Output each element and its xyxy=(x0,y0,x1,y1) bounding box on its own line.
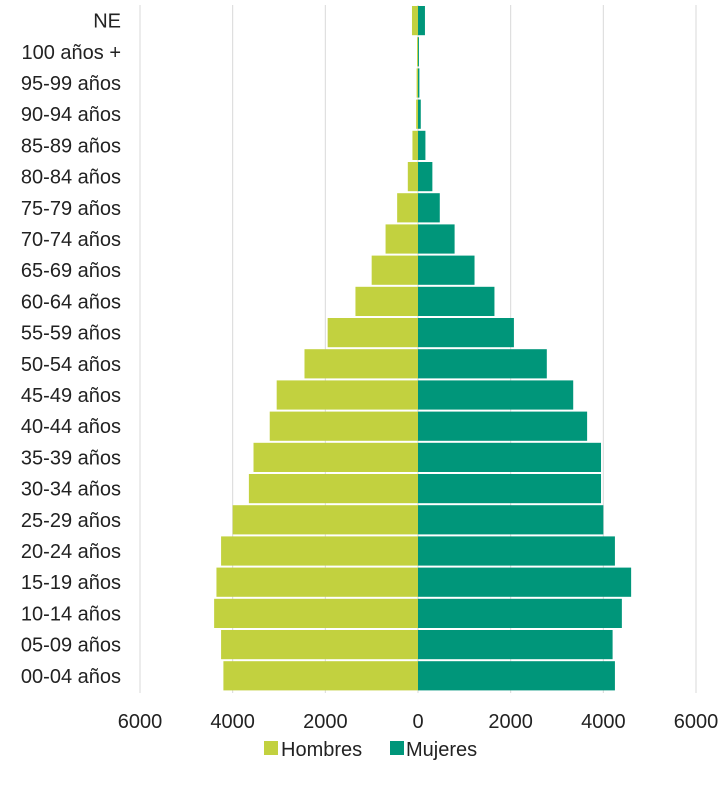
age-label: 70-74 años xyxy=(21,229,121,251)
age-label: 75-79 años xyxy=(21,198,121,220)
age-label: 95-99 años xyxy=(21,73,121,95)
x-tick-label: 6000 xyxy=(118,711,163,733)
bar-mujeres-85-89 años xyxy=(418,130,426,160)
age-label: 15-19 años xyxy=(21,572,121,594)
bar-mujeres-60-64 años xyxy=(418,286,495,316)
x-tick-label: 4000 xyxy=(581,711,626,733)
bar-hombres-NE xyxy=(411,6,418,36)
x-tick-labels: 6000 4000 2000 0 2000 4000 6000 xyxy=(118,711,719,733)
age-label: 85-89 años xyxy=(21,135,121,157)
x-tick-label: 6000 xyxy=(674,711,719,733)
bar-mujeres-100 años + xyxy=(418,37,419,67)
age-label: 80-84 años xyxy=(21,167,121,189)
bar-mujeres-NE xyxy=(418,6,425,36)
bar-hombres-65-69 años xyxy=(371,255,418,285)
legend: Hombres Mujeres xyxy=(264,739,477,761)
bar-hombres-45-49 años xyxy=(276,380,418,410)
bar-hombres-05-09 años xyxy=(221,630,418,660)
bar-mujeres-30-34 años xyxy=(418,474,602,504)
bar-hombres-55-59 años xyxy=(327,318,418,348)
age-label: 35-39 años xyxy=(21,447,121,469)
bar-hombres-85-89 años xyxy=(412,130,418,160)
bar-hombres-35-39 años xyxy=(253,442,418,472)
age-label: 20-24 años xyxy=(21,541,121,563)
bar-hombres-30-34 años xyxy=(248,474,418,504)
age-label: 25-29 años xyxy=(21,510,121,532)
age-label: 10-14 años xyxy=(21,603,121,625)
bar-hombres-95-99 años xyxy=(416,68,418,98)
age-label: 90-94 años xyxy=(21,104,121,126)
bar-mujeres-15-19 años xyxy=(418,567,632,597)
bar-mujeres-10-14 años xyxy=(418,598,622,628)
age-label: 100 años + xyxy=(21,42,121,64)
bar-mujeres-90-94 años xyxy=(418,99,421,129)
x-tick-label: 0 xyxy=(412,711,423,733)
bars xyxy=(214,6,632,691)
age-label: 00-04 años xyxy=(21,666,121,688)
age-label: 05-09 años xyxy=(21,635,121,657)
bar-mujeres-45-49 años xyxy=(418,380,574,410)
bar-hombres-80-84 años xyxy=(407,162,418,192)
bar-mujeres-00-04 años xyxy=(418,661,615,691)
age-label: 50-54 años xyxy=(21,354,121,376)
bar-mujeres-65-69 años xyxy=(418,255,475,285)
bar-mujeres-35-39 años xyxy=(418,442,602,472)
bar-hombres-75-79 años xyxy=(397,193,418,223)
bar-hombres-90-94 años xyxy=(416,99,418,129)
bar-mujeres-95-99 años xyxy=(418,68,420,98)
bar-hombres-40-44 años xyxy=(269,411,418,441)
bar-mujeres-20-24 años xyxy=(418,536,615,566)
bar-hombres-20-24 años xyxy=(221,536,418,566)
age-label: 65-69 años xyxy=(21,260,121,282)
age-label: 40-44 años xyxy=(21,416,121,438)
bar-hombres-70-74 años xyxy=(385,224,418,254)
bar-mujeres-05-09 años xyxy=(418,630,613,660)
bar-hombres-10-14 años xyxy=(214,598,418,628)
bar-mujeres-70-74 años xyxy=(418,224,455,254)
bar-hombres-50-54 años xyxy=(304,349,418,379)
bar-mujeres-80-84 años xyxy=(418,162,433,192)
age-label: 60-64 años xyxy=(21,291,121,313)
x-tick-label: 2000 xyxy=(303,711,348,733)
bar-hombres-15-19 años xyxy=(216,567,418,597)
bar-hombres-25-29 años xyxy=(232,505,418,535)
legend-swatch-mujeres xyxy=(390,741,404,755)
age-label: 45-49 años xyxy=(21,385,121,407)
legend-swatch-hombres xyxy=(264,741,278,755)
bar-mujeres-75-79 años xyxy=(418,193,440,223)
legend-label-mujeres: Mujeres xyxy=(406,739,477,761)
bar-hombres-100 años + xyxy=(417,37,418,67)
bar-mujeres-50-54 años xyxy=(418,349,547,379)
legend-label-hombres: Hombres xyxy=(281,739,362,761)
bar-mujeres-55-59 años xyxy=(418,318,514,348)
bar-hombres-00-04 años xyxy=(223,661,418,691)
bar-hombres-60-64 años xyxy=(355,286,418,316)
x-tick-label: 2000 xyxy=(488,711,533,733)
age-group-labels: 00-04 años 05-09 años 10-14 años 15-19 años… xyxy=(21,11,121,688)
age-label: NE xyxy=(93,11,121,33)
x-tick-label: 4000 xyxy=(210,711,255,733)
bar-mujeres-40-44 años xyxy=(418,411,588,441)
age-label: 55-59 años xyxy=(21,323,121,345)
bar-mujeres-25-29 años xyxy=(418,505,604,535)
age-label: 30-34 años xyxy=(21,479,121,501)
